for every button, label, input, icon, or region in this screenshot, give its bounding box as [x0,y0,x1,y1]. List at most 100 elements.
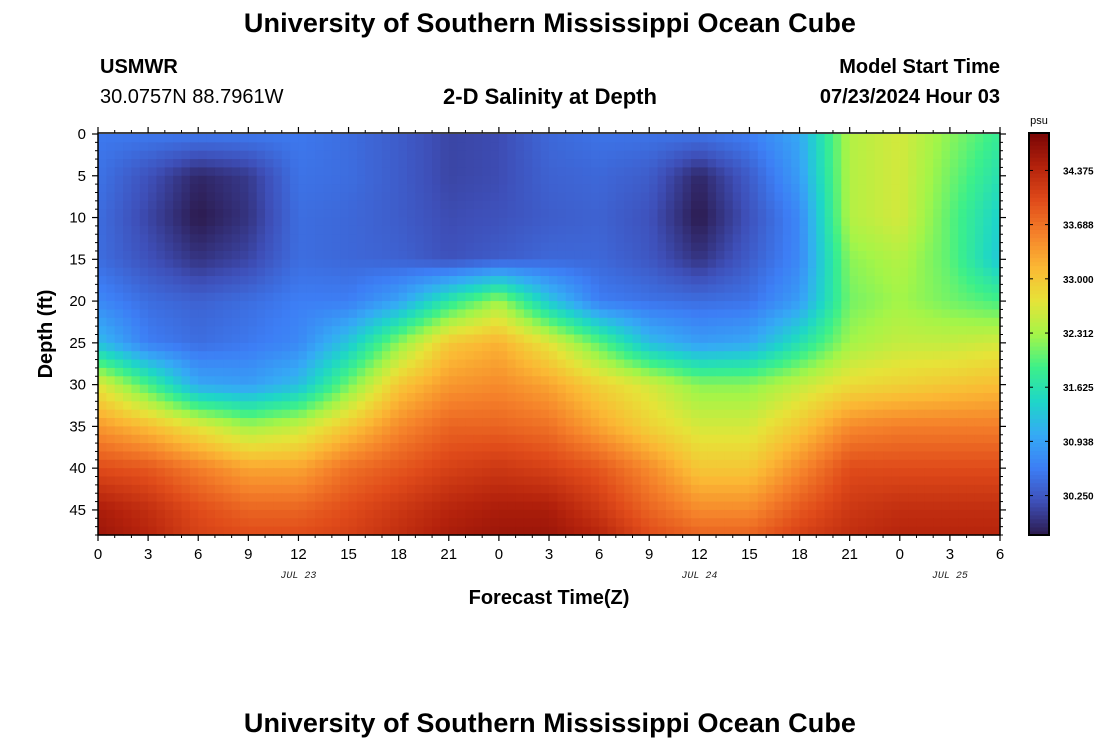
heatmap-cell [774,509,784,519]
heatmap-cell [390,443,400,453]
heatmap-cell [298,225,308,235]
heatmap-cell [615,392,625,402]
heatmap-cell [716,476,725,486]
heatmap-cell [632,292,642,302]
heatmap-cell [248,301,258,311]
heatmap-cell [774,484,784,494]
heatmap-cell [448,359,458,369]
heatmap-cell [507,192,517,202]
heatmap-cell [340,326,350,336]
heatmap-cell [139,150,149,160]
heatmap-cell [615,225,625,235]
heatmap-cell [348,342,358,352]
heatmap-cell [298,459,308,469]
heatmap-cell [398,501,408,511]
heatmap-cell [256,334,266,344]
heatmap-cell [440,351,450,361]
heatmap-cell [248,376,258,386]
heatmap-cell [916,401,926,411]
heatmap-cell [590,142,600,152]
heatmap-cell [231,225,241,235]
heatmap-cell [674,301,684,311]
heatmap-cell [874,167,884,177]
heatmap-cell [707,250,717,260]
heatmap-cell [507,468,517,478]
heatmap-cell [440,501,450,511]
heatmap-cell [991,392,1001,402]
heatmap-cell [866,484,876,494]
heatmap-cell [749,459,759,469]
heatmap-cell [198,443,208,453]
heatmap-cell [966,459,976,469]
heatmap-cell [281,334,291,344]
heatmap-cell [248,159,258,169]
heatmap-cell [674,468,684,478]
heatmap-cell [432,392,442,402]
heatmap-cell [123,209,133,219]
heatmap-cell [248,134,258,143]
heatmap-cell [549,209,558,219]
heatmap-cell [148,376,158,386]
heatmap-cell [849,418,859,427]
heatmap-cell [665,434,675,444]
heatmap-cell [774,342,784,352]
heatmap-cell [574,225,584,235]
heatmap-cell [323,451,333,461]
heatmap-cell [407,250,416,260]
heatmap-cell [549,326,558,336]
heatmap-cell [674,167,684,177]
heatmap-cell [231,376,241,386]
heatmap-cell [139,309,149,319]
heatmap-cell [983,351,993,361]
heatmap-cell [799,392,809,402]
heatmap-cell [248,209,258,219]
heatmap-cell [958,434,968,444]
heatmap-cell [106,309,116,319]
heatmap-cell [381,359,391,369]
heatmap-cell [532,225,542,235]
heatmap-cell [139,468,149,478]
heatmap-cell [290,209,300,219]
heatmap-cell [682,200,692,210]
heatmap-cell [106,317,116,327]
heatmap-cell [933,234,943,244]
heatmap-cell [933,401,943,411]
heatmap-cell [582,276,592,285]
heatmap-cell [373,326,383,336]
heatmap-cell [799,292,809,302]
heatmap-cell [248,276,258,285]
heatmap-cell [448,242,458,252]
heatmap-cell [916,376,926,386]
heatmap-cell [340,501,350,511]
heatmap-cell [866,284,876,294]
heatmap-cell [398,401,408,411]
heatmap-cell [841,401,851,411]
heatmap-cell [523,334,533,344]
heatmap-cell [874,284,884,294]
heatmap-cell [356,334,366,344]
heatmap-cell [214,259,224,269]
heatmap-cell [540,326,550,336]
heatmap-cell [549,276,558,285]
heatmap-cell [164,476,174,486]
heatmap-cell [682,292,692,302]
heatmap-cell [123,401,133,411]
heatmap-cell [407,418,416,427]
heatmap-cell [356,459,366,469]
heatmap-cell [206,509,216,519]
heatmap-cell [949,150,959,160]
heatmap-cell [866,184,876,194]
heatmap-cell [640,267,650,277]
heatmap-cell [189,434,199,444]
heatmap-cell [690,200,700,210]
heatmap-cell [273,184,283,194]
heatmap-cell [966,434,976,444]
heatmap-cell [331,376,341,386]
heatmap-cell [874,384,884,394]
heatmap-cell [265,484,274,494]
heatmap-cell [607,476,617,486]
heatmap-cell [774,150,784,160]
heatmap-cell [799,434,809,444]
heatmap-cell [415,217,425,227]
heatmap-cell [565,334,575,344]
